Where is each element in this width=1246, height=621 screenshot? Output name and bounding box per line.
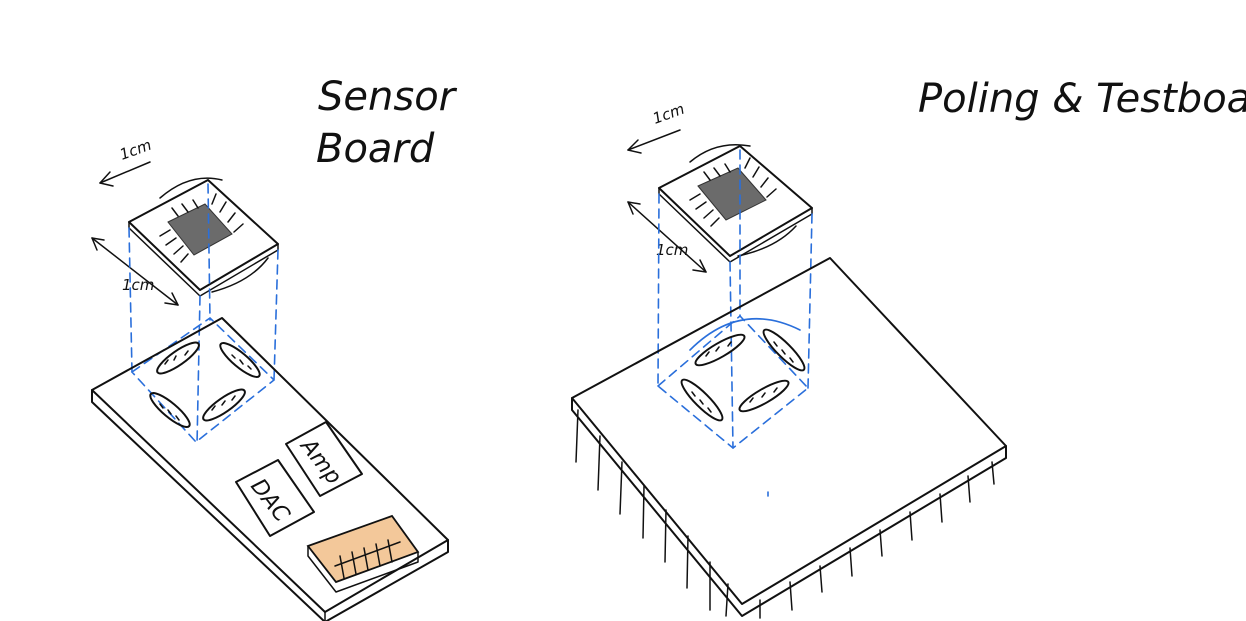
test-dim-top-label: 1cm: [650, 100, 687, 128]
dac-chip-label: DAC: [245, 474, 294, 527]
test-dim-top: 1cm: [627, 100, 687, 154]
sensor-dim-top-label: 1cm: [117, 136, 154, 164]
sensor-chip-die: [167, 203, 233, 256]
sensor-dim-top: 1cm: [99, 136, 154, 187]
amp-chip: Amp: [285, 421, 363, 497]
sensor-board-slab: [91, 317, 449, 621]
sensor-pad-3: [149, 392, 191, 428]
sensor-board-title-line1: Sensor: [318, 74, 458, 120]
sensor-board-title-line2: Board: [316, 126, 435, 172]
sensor-dim-side: 1cm: [91, 237, 179, 306]
test-board-title: Poling & Testboard: [918, 76, 1246, 122]
test-chip: [658, 143, 813, 263]
sensor-board-group: Sensor Board 1cm 1cm: [91, 74, 458, 621]
test-chip-die: [697, 167, 767, 221]
sensor-pad-1: [156, 341, 200, 375]
test-board-group: Poling & Testboard 1cm 1cm: [571, 76, 1246, 619]
test-pads: [680, 328, 806, 422]
sensor-guide-lines: [128, 183, 279, 446]
test-pad-1: [694, 333, 746, 367]
test-pad-2: [762, 328, 806, 372]
test-guide-lines: [656, 149, 813, 497]
sensor-pad-2: [219, 342, 261, 378]
test-board-pins: [575, 409, 995, 619]
sensor-dim-side-label: 1cm: [122, 276, 154, 294]
test-pad-4: [738, 379, 790, 413]
dac-chip: DAC: [235, 459, 315, 537]
sensor-pad-4: [202, 388, 246, 422]
test-dim-side: 1cm: [627, 201, 707, 273]
sensor-chip: [128, 177, 279, 297]
sensor-pads: [149, 341, 261, 428]
test-board-slab: [571, 257, 1007, 617]
test-dim-side-label: 1cm: [656, 241, 688, 259]
connector-body: [306, 514, 420, 584]
connector: [306, 514, 420, 593]
test-pad-3: [680, 378, 724, 422]
